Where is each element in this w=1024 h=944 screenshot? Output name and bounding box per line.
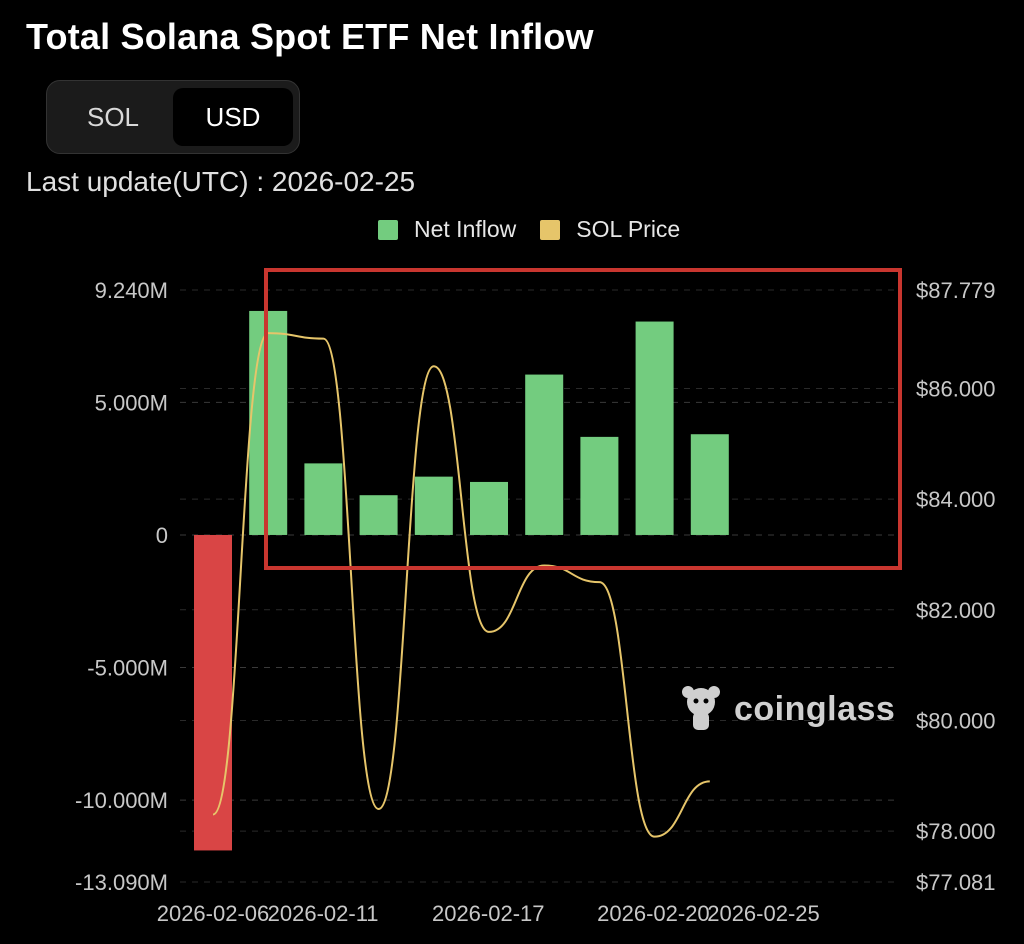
bar-net-inflow [359, 495, 398, 535]
y-left-tick-label: 9.240M [95, 278, 168, 303]
y-right-tick-label: $84.000 [916, 487, 996, 512]
chart-legend: Net Inflow SOL Price [378, 216, 704, 243]
bar-net-inflow [525, 374, 564, 535]
x-tick-label: 2026-02-20 [597, 901, 710, 926]
sol-price-line [212, 332, 710, 838]
legend-item-sol-price[interactable]: SOL Price [540, 216, 680, 243]
bar-net-inflow [580, 436, 619, 535]
legend-item-net-inflow[interactable]: Net Inflow [378, 216, 516, 243]
watermark-text: coinglass [734, 689, 896, 728]
bar-net-inflow [690, 434, 729, 535]
highlight-box [264, 268, 902, 570]
y-right-tick-label: $78.000 [916, 819, 996, 844]
bar-net-inflow [635, 321, 674, 535]
x-tick-label: 2026-02-06 [157, 901, 270, 926]
x-tick-label: 2026-02-17 [432, 901, 545, 926]
legend-label-sol-price: SOL Price [576, 216, 681, 242]
legend-swatch-net-inflow [378, 219, 398, 240]
y-right-tick-label: $86.000 [916, 376, 996, 401]
y-left-tick-label: -13.090M [75, 870, 168, 895]
bar-net-inflow [249, 310, 288, 535]
bar-net-inflow [194, 534, 232, 851]
bar-net-inflow [470, 481, 508, 535]
x-tick-label: 2026-02-11 [268, 901, 379, 926]
y-left-tick-label: 0 [156, 523, 168, 548]
toggle-option-sol[interactable]: SOL [86, 101, 140, 132]
y-right-tick-label: $82.000 [916, 598, 996, 623]
y-right-tick-label: $77.081 [916, 870, 996, 895]
y-left-tick-label: 5.000M [95, 390, 168, 415]
last-update-text: Last update(UTC) : 2026-02-25 [26, 166, 416, 197]
y-right-tick-label: $87.779 [916, 278, 996, 303]
currency-toggle[interactable]: SOL USD [46, 80, 300, 154]
y-left-tick-label: -10.000M [75, 788, 168, 813]
toggle-option-usd[interactable]: USD [173, 88, 293, 146]
y-left-tick-label: -5.000M [87, 656, 168, 681]
legend-swatch-sol-price [540, 219, 561, 240]
coinglass-logo-icon [682, 686, 720, 730]
legend-label-net-inflow: Net Inflow [414, 216, 517, 242]
watermark: coinglass [678, 684, 895, 734]
y-right-tick-label: $80.000 [916, 708, 996, 733]
bar-net-inflow [414, 476, 453, 535]
bar-net-inflow [304, 463, 343, 535]
x-tick-label: 2026-02-25 [707, 901, 820, 926]
chart-title: Total Solana Spot ETF Net Inflow [26, 16, 594, 57]
